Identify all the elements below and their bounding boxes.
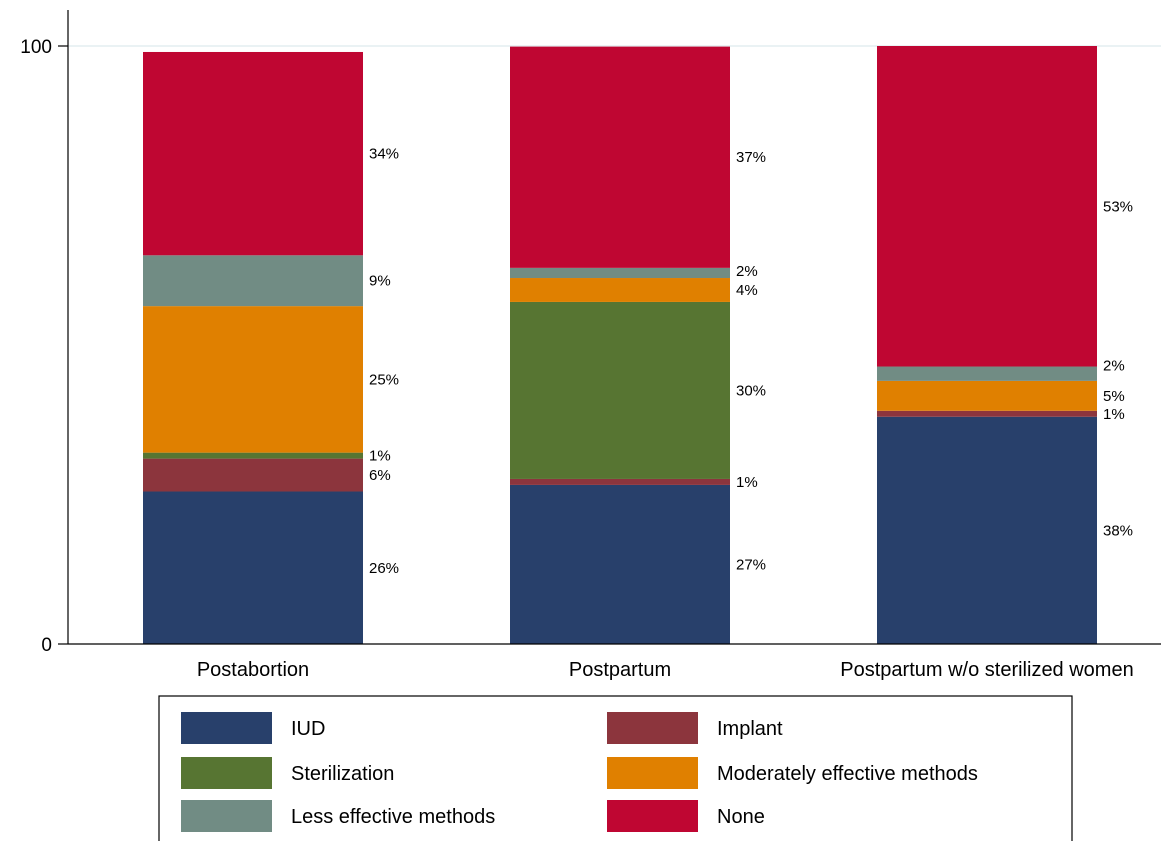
legend-label-iud: IUD (291, 718, 325, 740)
category-label-postpartum: Postpartum (569, 659, 671, 681)
bar-postabortion-none (143, 51, 363, 256)
data-label-postpartum-implant: 1% (736, 474, 758, 491)
legend-swatch-moderately-effective-methods (607, 757, 698, 789)
bar-postpartum-implant (510, 478, 730, 485)
bar-postabortion-moderately-effective-methods (143, 306, 363, 453)
bar-postabortion-sterilization (143, 452, 363, 459)
data-label-postabortion-less-effective-methods: 9% (369, 273, 391, 290)
bar-postpartum-w-o-sterilized-women-implant (877, 410, 1097, 417)
bars-layer (68, 45, 1161, 644)
legend-swatch-implant (607, 712, 698, 744)
data-label-postpartum-sterilization: 30% (736, 382, 766, 399)
data-label-postpartum-w-o-sterilized-women-iud: 38% (1103, 522, 1133, 539)
bar-postpartum-none (510, 46, 730, 268)
y-tick-label-100: 100 (20, 37, 52, 58)
y-ticks-layer: 0 100 (20, 37, 52, 656)
data-label-postabortion-implant: 6% (369, 467, 391, 484)
bar-postabortion-iud (143, 491, 363, 644)
category-label-postpartum-w-o-sterilized-women: Postpartum w/o sterilized women (840, 659, 1133, 681)
data-label-postabortion-sterilization: 1% (369, 448, 391, 465)
legend-label-implant: Implant (717, 718, 783, 740)
data-label-postpartum-w-o-sterilized-women-none: 53% (1103, 198, 1133, 215)
bar-postpartum-moderately-effective-methods (510, 278, 730, 302)
data-label-postpartum-w-o-sterilized-women-implant: 1% (1103, 406, 1125, 423)
legend-label-none: None (717, 806, 765, 828)
bar-postpartum-iud (510, 484, 730, 644)
y-tick-label-0: 0 (41, 635, 52, 656)
bar-postpartum-w-o-sterilized-women-less-effective-methods (877, 366, 1097, 381)
data-label-postpartum-moderately-effective-methods: 4% (736, 282, 758, 299)
data-label-postabortion-moderately-effective-methods: 25% (369, 371, 399, 388)
legend-swatch-iud (181, 712, 272, 744)
category-label-postabortion: Postabortion (197, 659, 309, 681)
data-label-postpartum-none: 37% (736, 149, 766, 166)
bar-postpartum-sterilization (510, 301, 730, 479)
segment-labels-layer: 26%6%1%25%9%34%27%1%30%4%2%37%38%1%5%2%5… (369, 146, 1133, 577)
bar-postabortion-implant (143, 458, 363, 492)
data-label-postabortion-iud: 26% (369, 560, 399, 577)
data-label-postpartum-less-effective-methods: 2% (736, 263, 758, 280)
legend-swatch-sterilization (181, 757, 272, 789)
legend-label-less-effective-methods: Less effective methods (291, 806, 495, 828)
legend-swatch-none (607, 800, 698, 832)
legend: IUD Implant Sterilization Moderately effect… (158, 695, 1073, 841)
bar-postpartum-w-o-sterilized-women-moderately-effective-methods (877, 380, 1097, 411)
data-label-postpartum-w-o-sterilized-women-moderately-effective-methods: 5% (1103, 388, 1125, 405)
legend-swatch-less-effective-methods (181, 800, 272, 832)
category-labels-layer: Postabortion Postpartum Postpartum w/o ste… (197, 659, 1134, 681)
bar-postpartum-less-effective-methods (510, 267, 730, 279)
bar-postpartum-w-o-sterilized-women-iud (877, 416, 1097, 644)
data-label-postabortion-none: 34% (369, 146, 399, 163)
legend-label-moderately-effective-methods: Moderately effective methods (717, 763, 978, 785)
data-label-postpartum-iud: 27% (736, 556, 766, 573)
data-label-postpartum-w-o-sterilized-women-less-effective-methods: 2% (1103, 358, 1125, 375)
bar-postabortion-less-effective-methods (143, 255, 363, 307)
legend-label-sterilization: Sterilization (291, 763, 394, 785)
bar-postpartum-w-o-sterilized-women-none (877, 46, 1097, 367)
axes-layer (58, 10, 1161, 645)
